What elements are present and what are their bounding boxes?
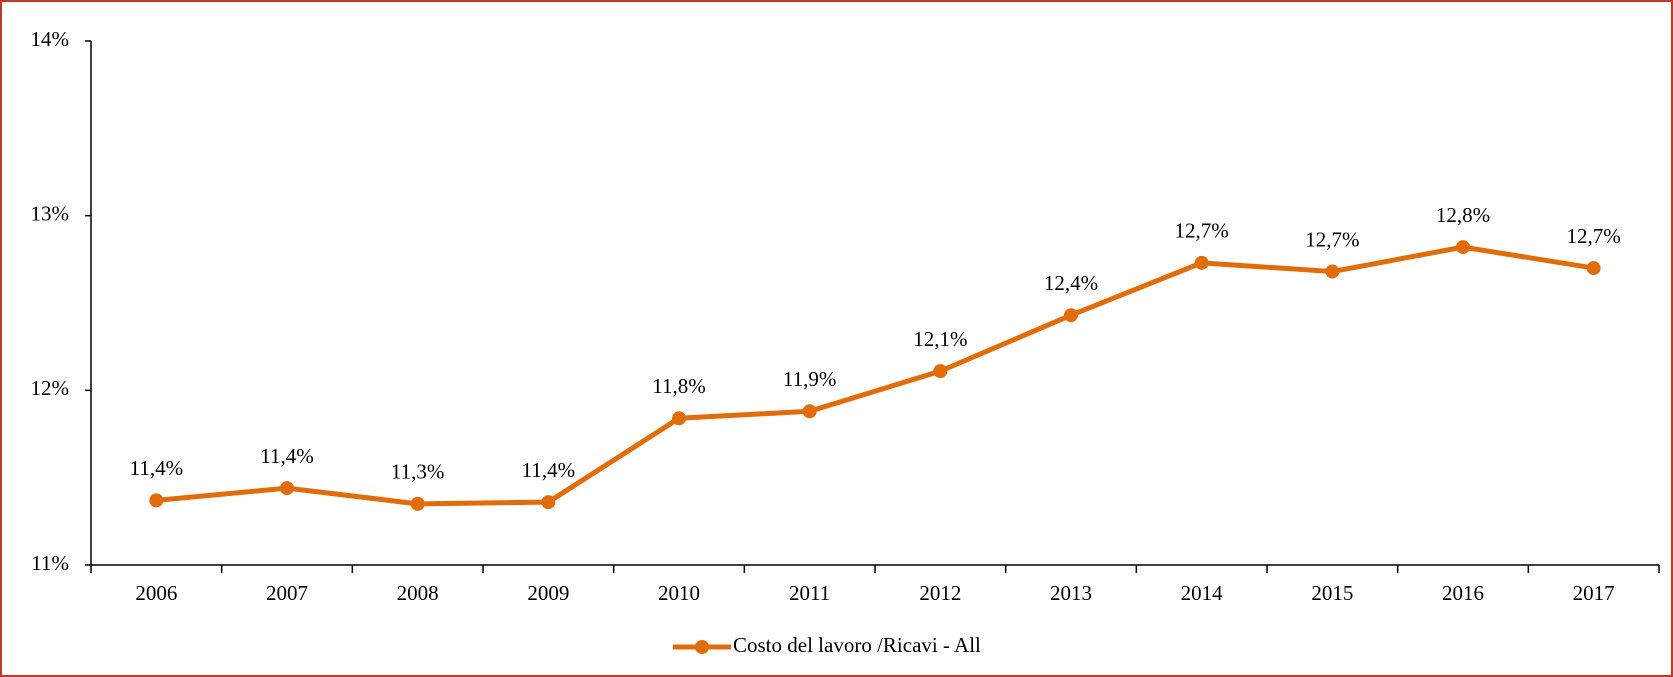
legend-marker (695, 640, 709, 654)
data-label: 11,4% (522, 458, 575, 482)
data-point (802, 404, 817, 419)
x-tick-label: 2017 (1573, 581, 1615, 605)
data-point (149, 493, 164, 508)
x-tick-label: 2012 (919, 581, 961, 605)
x-tick-label: 2009 (527, 581, 569, 605)
data-point (541, 495, 556, 510)
data-label: 12,7% (1305, 227, 1359, 251)
data-point (1586, 261, 1601, 276)
data-label: 11,4% (260, 444, 313, 468)
y-tick-label: 14% (31, 27, 70, 51)
y-tick-label: 11% (31, 551, 69, 575)
x-tick-label: 2007 (266, 581, 308, 605)
data-point (1194, 255, 1209, 270)
data-point (280, 481, 294, 496)
data-label: 11,9% (783, 367, 836, 391)
x-tick-label: 2006 (135, 581, 177, 605)
data-point (933, 364, 948, 379)
x-tick-label: 2016 (1442, 581, 1484, 605)
data-point (1325, 264, 1340, 279)
data-label: 12,1% (913, 327, 967, 351)
y-tick-label: 13% (31, 201, 70, 225)
data-point (1064, 308, 1078, 323)
data-label: 11,3% (391, 460, 444, 484)
series-line (156, 244, 1595, 507)
x-tick-label: 2014 (1181, 581, 1224, 605)
data-label: 12,4% (1044, 271, 1098, 295)
data-label: 12,8% (1436, 203, 1490, 227)
x-tick-label: 2013 (1050, 581, 1092, 605)
data-point (672, 411, 686, 426)
data-label: 12,7% (1175, 219, 1229, 243)
data-point (410, 496, 425, 511)
legend-label: Costo del lavoro /Ricavi - All (733, 633, 981, 657)
x-tick-label: 2010 (658, 581, 700, 605)
data-label: 11,8% (652, 374, 705, 398)
x-tick-label: 2011 (789, 581, 830, 605)
y-tick-label: 12% (31, 376, 70, 400)
data-label: 11,4% (130, 456, 183, 480)
data-point (1456, 240, 1470, 255)
x-tick-label: 2008 (397, 581, 439, 605)
data-label: 12,7% (1567, 224, 1621, 248)
x-tick-label: 2015 (1311, 581, 1353, 605)
